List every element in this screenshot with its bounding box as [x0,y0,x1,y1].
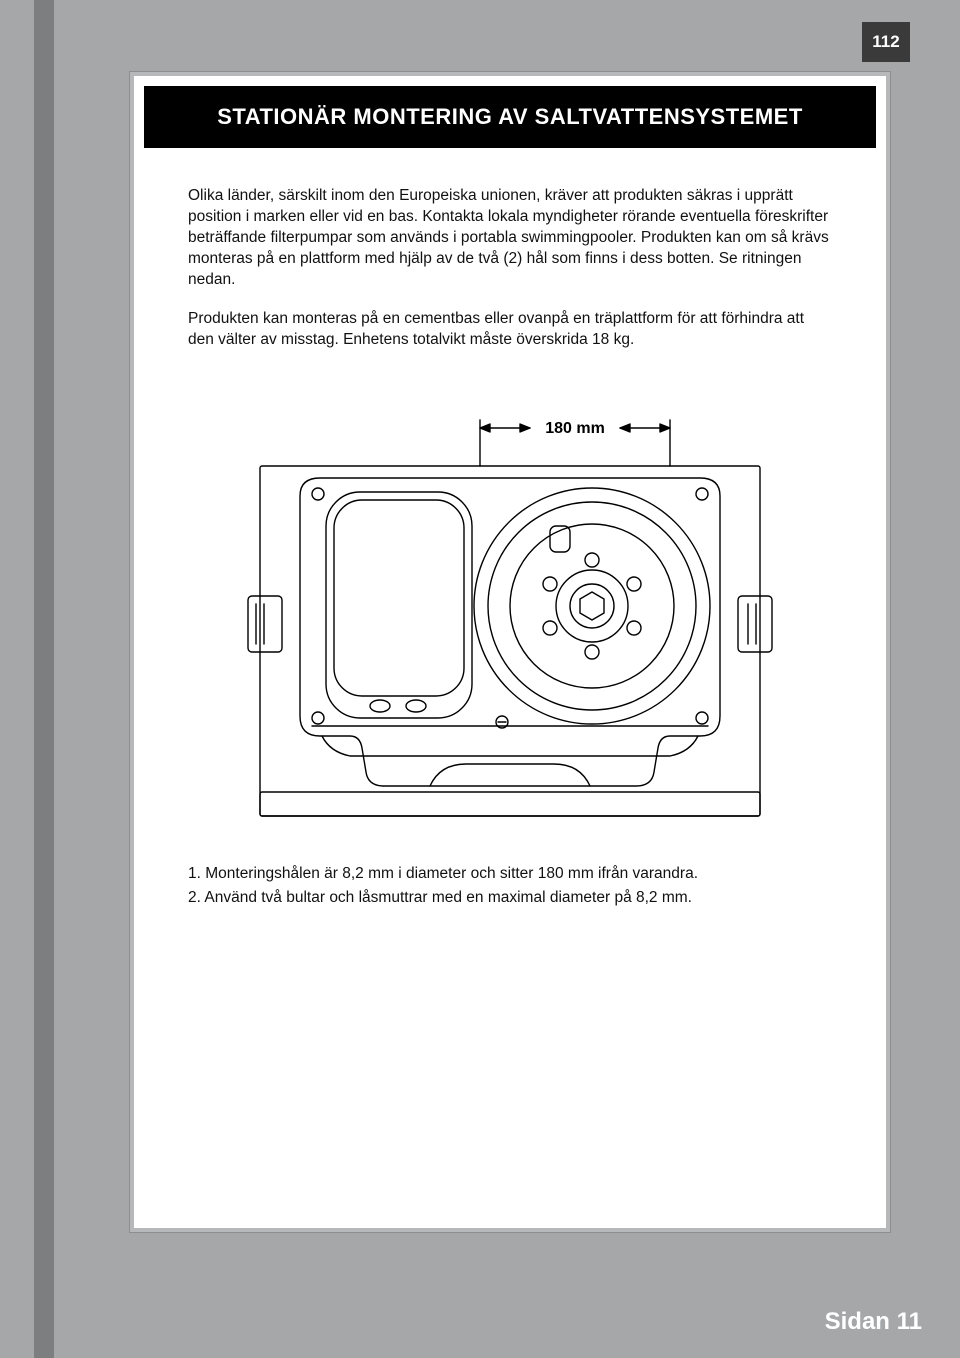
page-title: STATIONÄR MONTERING AV SALTVATTENSYSTEME… [217,104,803,129]
paragraph-1: Olika länder, särskilt inom den Europeis… [188,186,832,291]
mounting-diagram: 180 mm [230,396,790,836]
note-1: 1. Monteringshålen är 8,2 mm i diameter … [188,862,832,885]
page-number-badge: 112 [862,22,910,62]
dimension-label: 180 mm [545,420,605,437]
body-text: Olika länder, särskilt inom den Europeis… [134,148,886,350]
content-card: STATIONÄR MONTERING AV SALTVATTENSYSTEME… [130,72,890,1232]
notes: 1. Monteringshålen är 8,2 mm i diameter … [134,836,886,909]
footer-text: Sidan 11 [825,1308,922,1335]
side-stripe [34,0,54,1358]
footer-page-label: Sidan 11 [825,1308,922,1336]
dimension-callout: 180 mm [480,420,670,466]
title-bar: STATIONÄR MONTERING AV SALTVATTENSYSTEME… [144,86,876,148]
note-2: 2. Använd två bultar och låsmuttrar med … [188,886,832,909]
paragraph-2: Produkten kan monteras på en cementbas e… [188,309,832,351]
page-number: 112 [872,32,899,52]
diagram-container: 180 mm [134,396,886,836]
